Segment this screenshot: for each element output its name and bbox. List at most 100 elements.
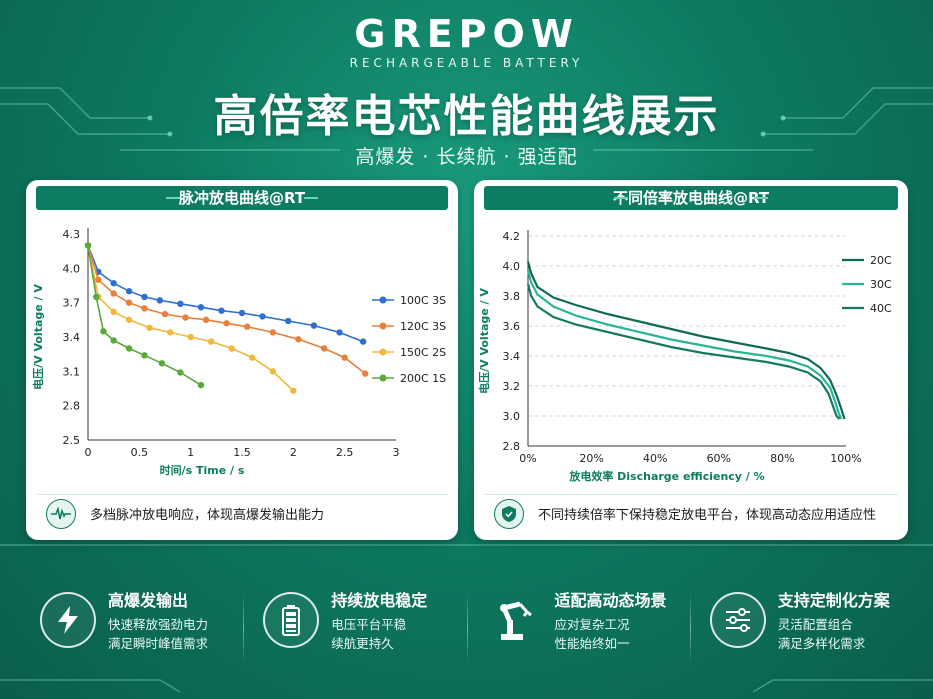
feature-title: 适配高动态场景 xyxy=(554,591,667,610)
sliders-icon xyxy=(709,592,766,648)
data-point-120c-3s xyxy=(243,323,251,330)
y-tick-label: 3.6 xyxy=(503,320,521,333)
data-point-200c-1s xyxy=(158,360,166,367)
data-point-100c-3s xyxy=(259,313,266,320)
battery-icon xyxy=(263,592,320,648)
pulse-discharge-card: 脉冲放电曲线@RT 0 0.5 1 1.5 2 2.5 3 2.5 2.8 3.1 3.4 3.7 4.… xyxy=(26,180,458,540)
page-subtitle: 高爆发 · 长续航 · 强适配 xyxy=(355,146,578,168)
pulse-card-title: 脉冲放电曲线@RT xyxy=(36,186,448,210)
data-point-120c-3s xyxy=(161,310,169,318)
feature-title: 支持定制化方案 xyxy=(777,591,890,610)
pulse-card-footer-text: 多档脉冲放电响应，体现高爆发输出能力 xyxy=(90,508,325,523)
feature-desc-line: 灵活配置组合 xyxy=(777,617,853,632)
x-axis-label: 时间/s Time / s xyxy=(160,463,245,477)
page-title: 高倍率电芯性能曲线展示 xyxy=(213,91,720,142)
data-point-120c-3s xyxy=(320,345,328,352)
y-tick-label: 3.8 xyxy=(503,290,521,303)
brand-logo: GREPOW RECHARGEABLE BATTERY xyxy=(0,14,933,70)
y-tick-label: 4.0 xyxy=(503,260,521,273)
data-point-150c-2s xyxy=(110,308,117,316)
data-point-120c-3s xyxy=(125,299,133,306)
data-point-120c-3s xyxy=(110,290,117,297)
legend-marker xyxy=(379,348,387,356)
data-point-100c-3s xyxy=(336,329,343,336)
x-tick-label: 0.5 xyxy=(131,446,149,459)
series-line-40c xyxy=(526,283,841,420)
series-line-120c-3s xyxy=(87,245,366,375)
feature-row: 高爆发输出 快速释放强劲电力 满足瞬时峰值需求 持续放电稳定 电压平台平稳 续航… xyxy=(20,565,913,675)
legend-label: 200C 1S xyxy=(400,372,446,385)
feature-dynamic-scenarios: 适配高动态场景 应对复杂工况 性能始终如一 xyxy=(466,587,690,663)
y-tick-label: 2.8 xyxy=(63,400,81,413)
data-point-150c-2s xyxy=(187,333,194,341)
data-point-150c-2s xyxy=(228,345,235,352)
feature-title: 持续放电稳定 xyxy=(331,591,428,610)
feature-desc-line: 满足瞬时峰值需求 xyxy=(108,636,209,651)
data-point-120c-3s xyxy=(141,305,148,312)
data-point-150c-2s xyxy=(290,387,297,394)
y-axis-label: 电压/V Voltage / V xyxy=(477,288,491,394)
feature-desc-line: 电压平台平稳 xyxy=(331,617,407,632)
data-point-150c-2s xyxy=(166,329,174,336)
data-point-100c-3s xyxy=(156,297,164,304)
data-point-200c-1s xyxy=(197,381,205,389)
rate-discharge-chart: 0% 20% 40% 60% 80% 100% 2.8 3.0 3.2 3.4 3.6 3.8 4.0 4… xyxy=(477,230,892,483)
data-point-200c-1s xyxy=(177,369,184,376)
data-point-200c-1s xyxy=(93,293,100,301)
feature-desc-line: 快速释放强劲电力 xyxy=(108,617,209,632)
rate-card-title: 不同倍率放电曲线@RT xyxy=(484,186,898,210)
x-tick-label: 80% xyxy=(770,452,794,465)
legend-label: 120C 3S xyxy=(400,320,446,333)
x-tick-label: 1.5 xyxy=(233,446,251,459)
shield-icon xyxy=(494,498,524,529)
feature-title: 高爆发输出 xyxy=(108,591,189,610)
x-tick-label: 40% xyxy=(643,452,667,465)
header: GREPOW RECHARGEABLE BATTERY 高倍率电芯性能曲线展示 … xyxy=(0,0,933,175)
feature-customization: 支持定制化方案 灵活配置组合 满足多样化需求 xyxy=(689,587,913,663)
x-tick-label: 20% xyxy=(579,452,603,465)
data-point-150c-2s xyxy=(269,368,276,375)
x-axis-label: 放电效率 Discharge efficiency / % xyxy=(568,469,764,483)
feature-desc-line: 满足多样化需求 xyxy=(777,636,866,651)
feature-desc-line: 续航更持久 xyxy=(331,636,394,651)
lightning-icon xyxy=(40,592,96,648)
x-tick-label: 100% xyxy=(830,452,861,465)
legend-marker xyxy=(379,322,387,330)
rate-card-footer: 不同持续倍率下保持稳定放电平台，体现高动态应用适应性 xyxy=(484,494,898,532)
y-tick-label: 4.3 xyxy=(63,228,81,241)
data-point-200c-1s xyxy=(100,328,107,335)
data-point-200c-1s xyxy=(110,337,117,344)
data-point-100c-3s xyxy=(141,293,148,301)
x-tick-label: 0 xyxy=(85,446,92,459)
y-tick-label: 3.4 xyxy=(503,350,521,363)
feature-high-burst: 高爆发输出 快速释放强劲电力 满足瞬时峰值需求 xyxy=(20,587,243,653)
pulse-waveform-icon xyxy=(46,498,76,529)
feature-desc-line: 性能始终如一 xyxy=(554,636,630,651)
x-tick-label: 1 xyxy=(187,446,194,459)
feature-stable-discharge: 持续放电稳定 电压平台平稳 续航更持久 xyxy=(243,587,466,663)
data-point-150c-2s xyxy=(125,316,133,324)
data-point-120c-3s xyxy=(362,370,369,377)
y-tick-label: 3.1 xyxy=(63,365,81,378)
data-point-100c-3s xyxy=(218,307,225,314)
data-point-150c-2s xyxy=(249,354,256,361)
y-tick-label: 2.8 xyxy=(503,440,521,453)
x-tick-label: 0% xyxy=(519,452,536,465)
data-point-100c-3s xyxy=(125,288,133,295)
data-point-120c-3s xyxy=(202,316,210,324)
y-tick-label: 3.2 xyxy=(503,380,521,393)
y-axis-label: 电压/V Voltage / V xyxy=(31,284,45,390)
data-point-100c-3s xyxy=(197,304,205,311)
data-point-200c-1s xyxy=(84,242,92,249)
data-point-120c-3s xyxy=(182,314,189,321)
pulse-discharge-chart: 0 0.5 1 1.5 2 2.5 3 2.5 2.8 3.1 3.4 3.7 4.0 4.3 时间/s T… xyxy=(31,228,446,477)
data-point-150c-2s xyxy=(208,338,215,345)
y-tick-label: 4.0 xyxy=(63,262,81,275)
y-tick-label: 2.5 xyxy=(63,434,81,447)
legend-label: 100C 3S xyxy=(400,294,446,307)
legend-label: 20C xyxy=(870,254,892,267)
x-tick-label: 3 xyxy=(393,446,400,459)
data-point-120c-3s xyxy=(341,354,348,361)
pulse-card-footer: 多档脉冲放电响应，体现高爆发输出能力 xyxy=(36,494,448,532)
data-point-100c-3s xyxy=(238,309,246,317)
